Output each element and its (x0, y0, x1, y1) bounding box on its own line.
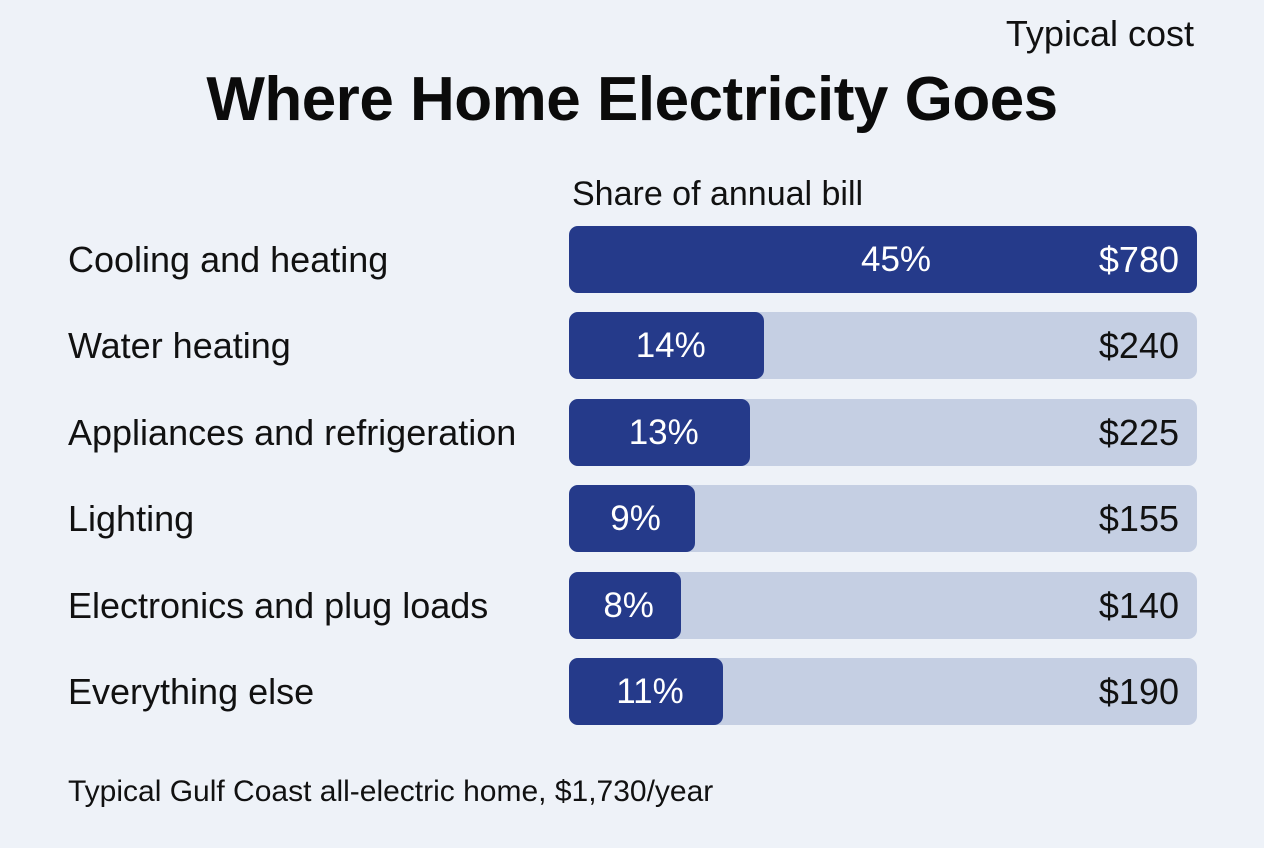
bar-track: 9% $155 (569, 485, 1197, 553)
bar-row: Appliances and refrigeration 13% $225 (0, 398, 1264, 466)
bar-fill (569, 312, 765, 380)
footnote: Typical Gulf Coast all-electric home, $1… (68, 775, 714, 808)
bar-row: Everything else 11% $190 (0, 658, 1264, 725)
percent-label: 11% (616, 672, 684, 711)
bar-row: Electronics and plug loads 8% $140 (0, 571, 1264, 639)
percent-label: 8% (603, 585, 654, 625)
percent-label: 9% (610, 499, 661, 539)
bar-row: Cooling and heating 45% $780 (0, 226, 1264, 293)
bar-track: 13% $225 (569, 398, 1197, 466)
category-label: Water heating (68, 325, 291, 367)
category-label: Everything else (68, 671, 315, 712)
cost-label: $155 (1098, 498, 1179, 540)
cost-label: $225 (1098, 411, 1179, 453)
percent-label: 13% (628, 412, 699, 452)
bar-track: 45% $780 (569, 226, 1197, 293)
bar-fill (569, 658, 723, 725)
percent-label: 45% (861, 240, 932, 279)
bar-track: 8% $140 (569, 571, 1197, 639)
percent-label: 14% (635, 326, 706, 366)
bar-track: 11% $190 (569, 658, 1197, 725)
category-label: Cooling and heating (68, 239, 389, 280)
cost-column-header: Typical cost (1005, 13, 1194, 54)
chart-title: Where Home Electricity Goes (206, 65, 1058, 134)
category-label: Appliances and refrigeration (68, 411, 517, 453)
bar-fill (569, 226, 1197, 293)
bar-fill (569, 398, 751, 466)
category-label: Electronics and plug loads (68, 584, 489, 626)
bar-fill (569, 571, 681, 639)
bar-row: Water heating 14% $240 (0, 312, 1264, 380)
cost-label: $190 (1098, 671, 1179, 712)
cost-label: $240 (1098, 325, 1179, 367)
category-label: Lighting (68, 498, 195, 540)
bar-row: Lighting 9% $155 (0, 485, 1264, 553)
cost-label: $140 (1098, 584, 1179, 626)
cost-label: $780 (1098, 239, 1179, 280)
share-column-header: Share of annual bill (572, 175, 864, 213)
bar-track: 14% $240 (569, 312, 1197, 380)
bar-fill (569, 485, 695, 553)
